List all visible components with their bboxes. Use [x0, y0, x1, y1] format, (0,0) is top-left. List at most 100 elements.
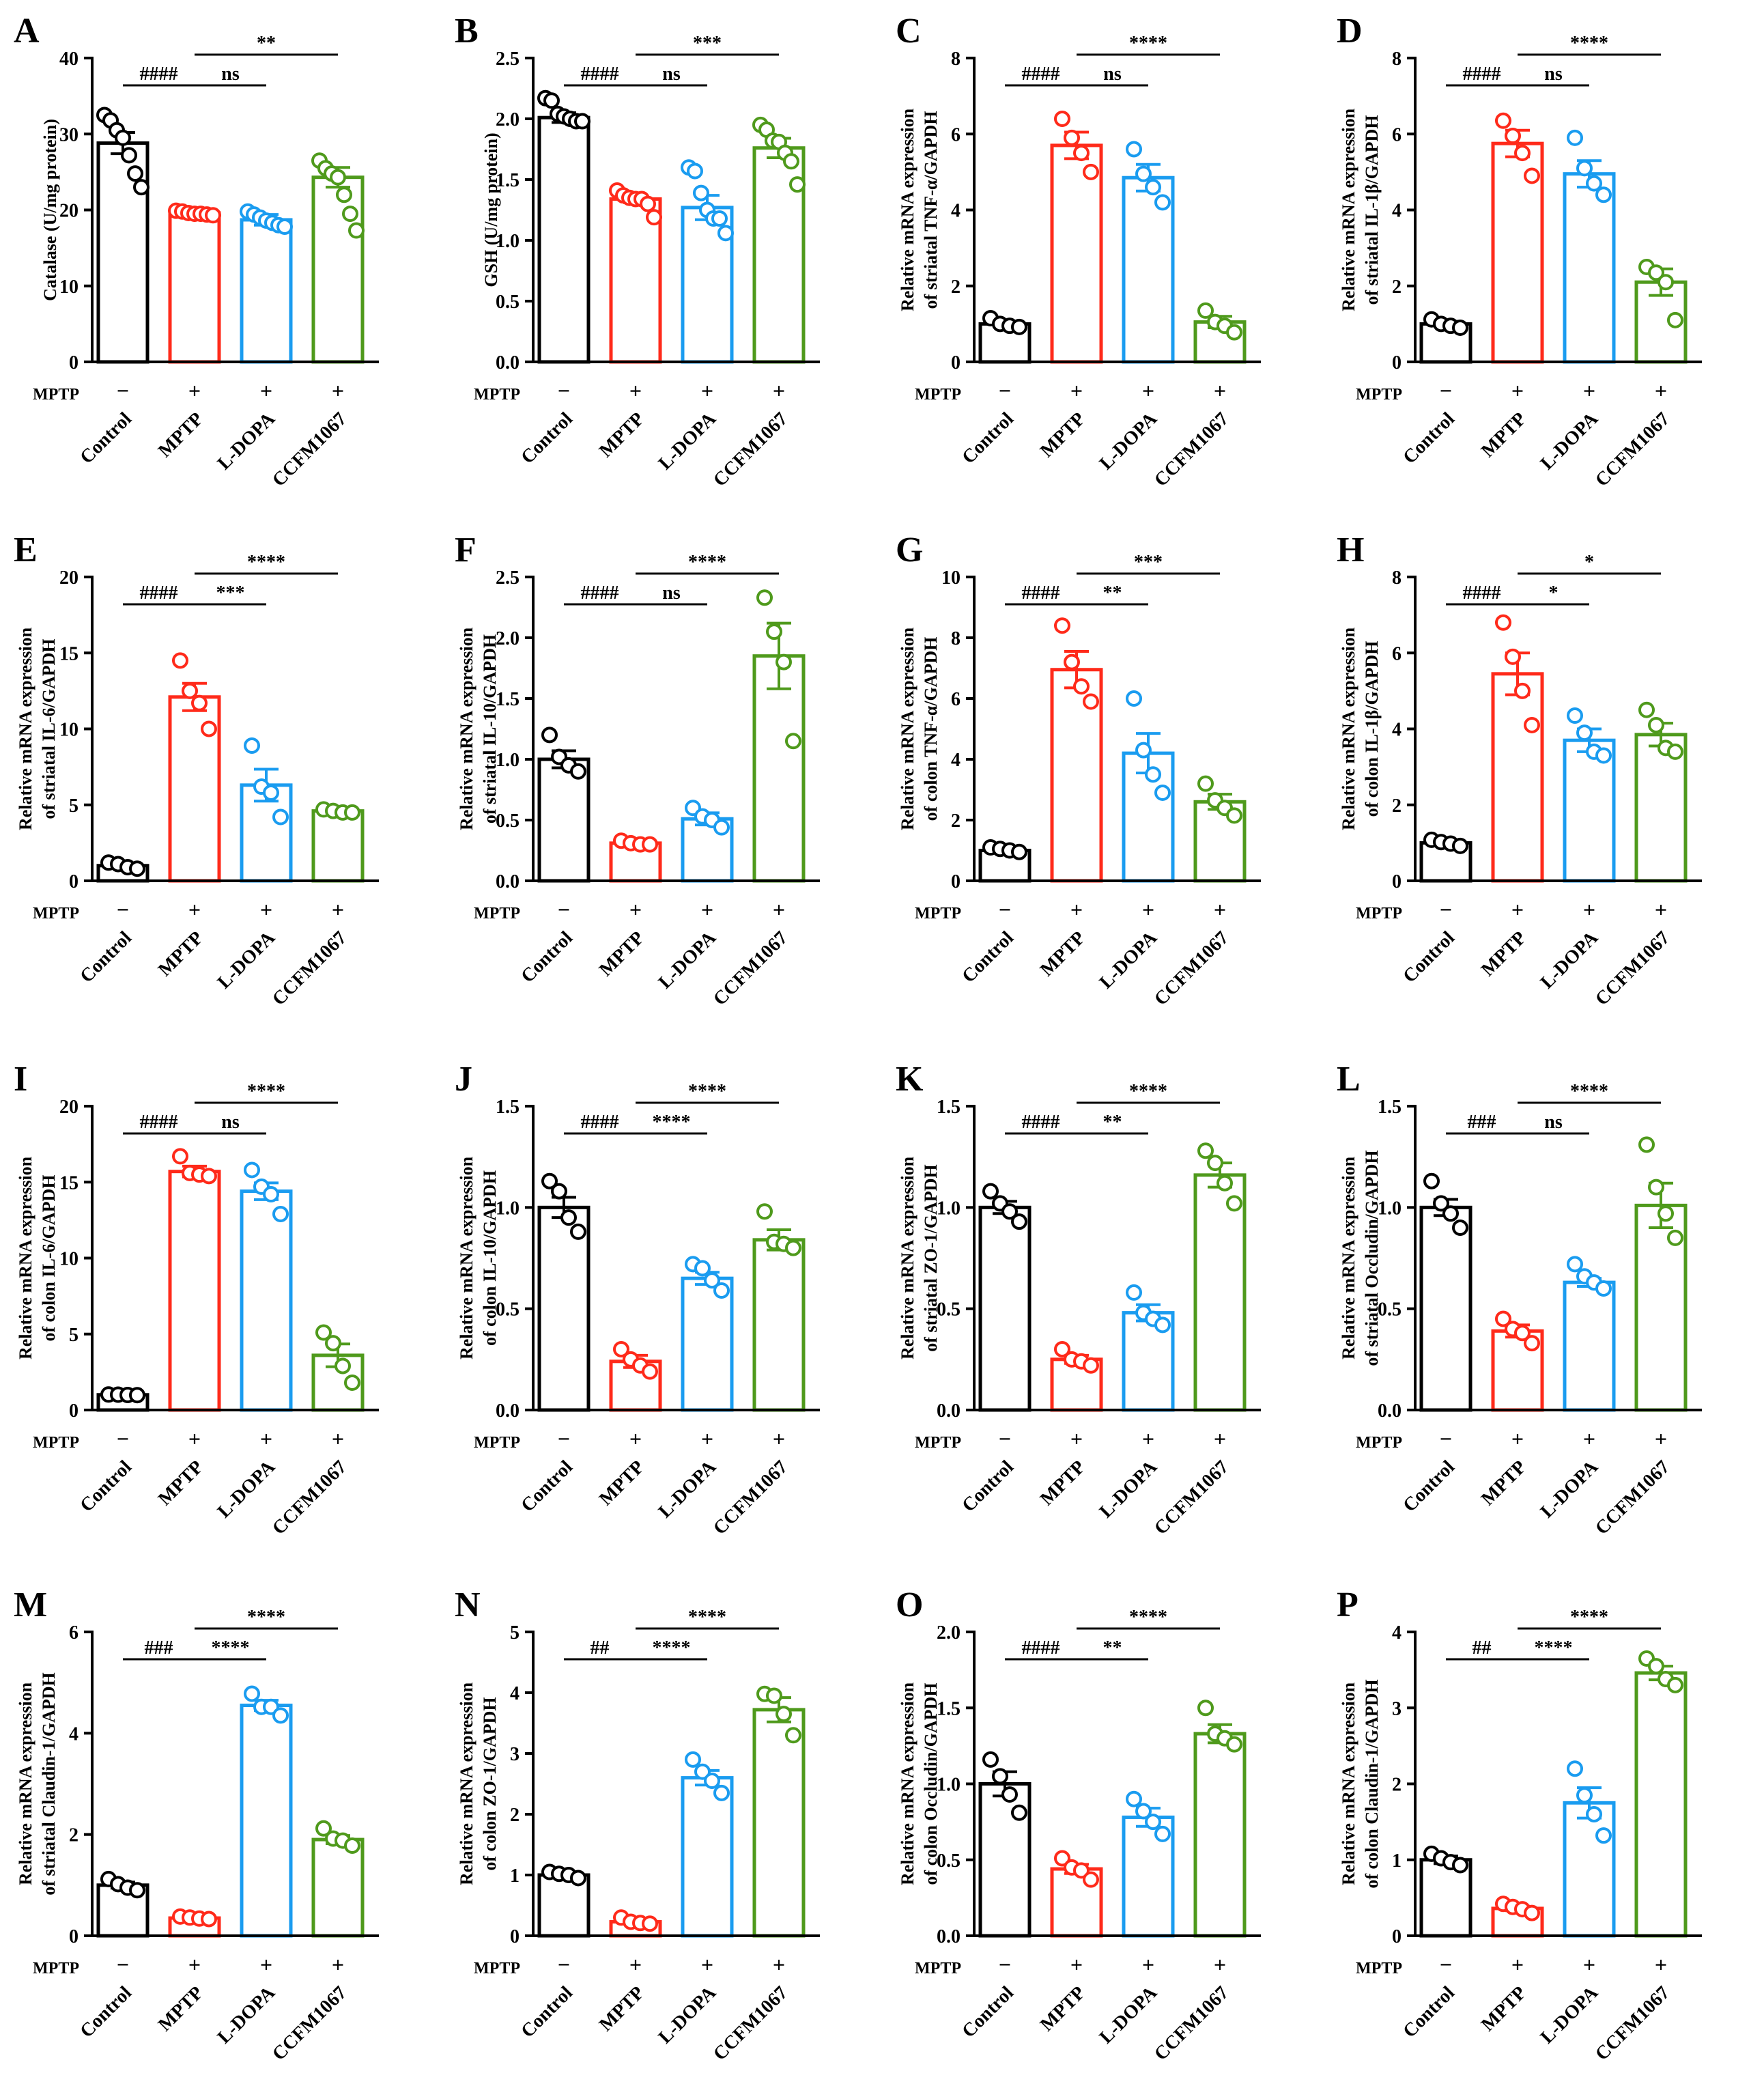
data-point — [1524, 716, 1540, 733]
y-axis-label: of colon IL-6/GAPDH — [39, 1174, 59, 1341]
data-point — [541, 1172, 558, 1189]
y-tick-label: 0.5 — [496, 292, 520, 313]
x-category-label: Control — [517, 1982, 577, 2042]
significance-label: **** — [653, 1112, 691, 1133]
x-category-label: Control — [1399, 1982, 1459, 2042]
y-tick-label: 0.0 — [496, 871, 520, 892]
y-tick-label: 0 — [1392, 1926, 1402, 1947]
data-point — [1524, 167, 1540, 184]
bar-mptp — [168, 1170, 221, 1412]
x-category-label: MPTP — [154, 1456, 208, 1510]
data-point — [785, 1239, 801, 1256]
mptp-sign: − — [117, 1426, 129, 1451]
x-category-label: MPTP — [595, 927, 649, 981]
y-tick-label: 1.0 — [496, 750, 520, 771]
data-point — [263, 784, 279, 801]
data-point — [1197, 302, 1214, 319]
y-tick-label: 0.5 — [937, 1850, 961, 1872]
bar-ccfm1067 — [1193, 1732, 1247, 1938]
x-category-label: L-DOPA — [1537, 408, 1603, 474]
y-tick-label: 10 — [941, 567, 961, 589]
y-tick-label: 8 — [951, 628, 961, 649]
significance-label: ## — [591, 1637, 610, 1659]
data-point — [272, 808, 289, 826]
data-point — [336, 186, 352, 203]
mptp-sign: + — [1583, 1426, 1595, 1451]
y-tick-label: 10 — [59, 277, 79, 298]
mptp-sign: + — [1070, 897, 1083, 922]
panel-n: N Relative mRNA expression of colon ZO-1/G… — [455, 1585, 820, 2065]
data-point — [613, 1341, 629, 1357]
bar-l-dopa — [681, 1776, 734, 1938]
data-point — [1011, 1804, 1027, 1821]
y-tick-label: 4 — [510, 1683, 520, 1704]
data-point — [1197, 775, 1214, 792]
significance-label: #### — [140, 582, 178, 604]
bar-ccfm1067 — [752, 1708, 806, 1938]
y-tick-label: 5 — [510, 1622, 520, 1644]
x-category-label: CCFM1067 — [268, 408, 351, 491]
y-tick-label: 0.5 — [937, 1299, 961, 1321]
y-tick-label: 1.0 — [496, 1198, 520, 1219]
mptp-sign: + — [1142, 897, 1154, 922]
significance-label: ns — [1544, 64, 1563, 85]
y-tick-label: 4 — [951, 201, 961, 222]
y-axis-label: of colon ZO-1/GAPDH — [480, 1697, 500, 1870]
significance-label: *** — [216, 582, 245, 604]
y-tick-label: 0.5 — [496, 811, 520, 832]
y-tick-label: 2 — [1392, 795, 1402, 817]
y-tick-label: 2.0 — [496, 109, 520, 130]
panel-letter: P — [1337, 1585, 1358, 1624]
data-point — [272, 1707, 289, 1724]
data-point — [201, 1168, 217, 1185]
y-tick-label: 0 — [69, 1400, 79, 1422]
data-point — [574, 113, 591, 130]
mptp-sign: − — [999, 378, 1011, 403]
x-category-label: CCFM1067 — [1591, 927, 1674, 1010]
data-point — [342, 206, 358, 223]
data-point — [1226, 324, 1242, 341]
x-category-label: MPTP — [1036, 1456, 1090, 1510]
y-axis-label: of striatal ZO-1/GAPDH — [921, 1164, 941, 1351]
panel-letter: H — [1337, 531, 1364, 569]
bar-l-dopa — [240, 1704, 293, 1938]
data-point — [121, 147, 137, 164]
bar-mptp — [1491, 672, 1544, 883]
x-category-label: L-DOPA — [1537, 1456, 1603, 1522]
y-tick-label: 0.0 — [496, 352, 520, 373]
data-point — [115, 129, 131, 146]
y-tick-label: 6 — [1392, 124, 1402, 145]
data-point — [1667, 311, 1683, 328]
x-category-label: MPTP — [1036, 1982, 1090, 2035]
x-category-label: CCFM1067 — [1591, 1982, 1674, 2065]
mptp-sign: − — [1440, 1952, 1452, 1977]
x-category-label: MPTP — [154, 408, 208, 462]
data-point — [1586, 175, 1602, 192]
mptp-label: MPTP — [1356, 386, 1402, 404]
y-tick-label: 1.5 — [496, 170, 520, 191]
x-category-label: Control — [76, 1982, 136, 2042]
data-point — [325, 1335, 341, 1352]
mptp-sign: − — [117, 1952, 129, 1977]
data-point — [201, 720, 217, 737]
data-point — [1576, 160, 1593, 177]
x-category-label: L-DOPA — [214, 927, 280, 993]
panel-letter: D — [1337, 12, 1363, 51]
y-tick-label: 0 — [69, 352, 79, 373]
x-category-label: L-DOPA — [1096, 408, 1162, 474]
mptp-sign: − — [1440, 1426, 1452, 1451]
data-point — [182, 682, 198, 699]
data-point — [640, 195, 656, 212]
mptp-sign: + — [773, 897, 785, 922]
significance-label: **** — [688, 552, 726, 573]
data-point — [717, 225, 734, 242]
y-tick-label: 1.0 — [937, 1775, 961, 1796]
data-point — [1495, 112, 1511, 129]
mptp-label: MPTP — [33, 905, 79, 922]
x-category-label: MPTP — [595, 408, 649, 462]
data-point — [1595, 1827, 1612, 1844]
y-axis-label: of colon IL-10/GAPDH — [480, 1170, 500, 1346]
data-point — [704, 1272, 720, 1289]
y-axis-label: of colon Claudin-1/GAPDH — [1362, 1679, 1382, 1888]
